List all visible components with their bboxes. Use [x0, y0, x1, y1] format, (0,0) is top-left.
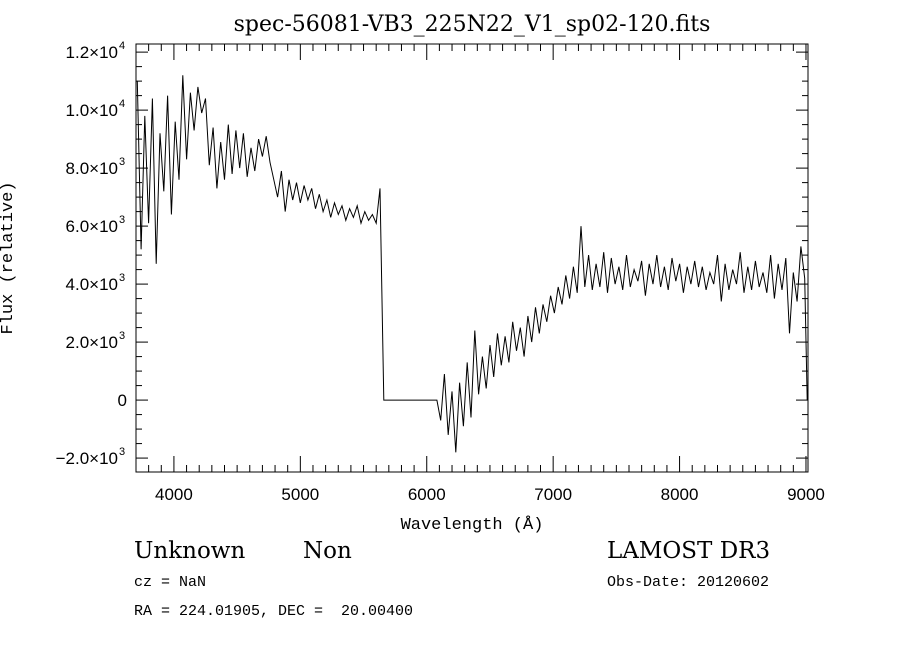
y-tick-exponent: 3 — [119, 156, 125, 168]
spectrum-line — [136, 75, 808, 453]
obs-date: Obs-Date: 20120602 — [607, 574, 770, 591]
plot-frame — [135, 43, 809, 473]
y-tick-label: 2.0×10 — [66, 333, 118, 352]
y-tick-labels: −2.0×10 302.0×10 34.0×10 36.0×10 38.0×10 31.0… — [56, 40, 127, 468]
y-tick-label: 6.0×10 — [66, 217, 118, 236]
y-tick-exponent: 3 — [119, 446, 125, 458]
object-class: Unknown — [134, 538, 246, 564]
redshift-cz: cz = NaN — [134, 574, 207, 591]
axis-ticks — [135, 44, 808, 472]
y-tick-label: 0 — [118, 391, 127, 410]
chart-title: spec-56081-VB3_225N22_V1_sp02-120.fits — [234, 12, 711, 37]
ra-dec-coords: RA = 224.01905, DEC = 20.00400 — [134, 603, 414, 620]
x-tick-label: 4000 — [155, 485, 193, 504]
y-tick-exponent: 3 — [119, 330, 125, 342]
y-tick-label: 1.2×10 — [66, 43, 118, 62]
y-axis-label: Flux (relative) — [0, 181, 18, 334]
x-tick-label: 7000 — [534, 485, 572, 504]
y-tick-label: 8.0×10 — [66, 159, 118, 178]
x-tick-label: 9000 — [787, 485, 825, 504]
x-tick-labels: 4000 5000 6000 7000 8000 9000 — [155, 485, 825, 504]
y-tick-label: 4.0×10 — [66, 275, 118, 294]
y-tick-label: 1.0×10 — [66, 101, 118, 120]
x-tick-label: 8000 — [661, 485, 699, 504]
y-tick-label: −2.0×10 — [56, 449, 118, 468]
y-tick-exponent: 4 — [119, 98, 125, 110]
x-tick-label: 6000 — [408, 485, 446, 504]
y-tick-exponent: 4 — [119, 40, 125, 52]
x-tick-label: 5000 — [281, 485, 319, 504]
x-axis-label: Wavelength (Å) — [401, 516, 544, 535]
y-tick-exponent: 3 — [119, 214, 125, 226]
survey-name: LAMOST DR3 — [607, 538, 771, 564]
object-subclass: Non — [303, 538, 352, 564]
y-tick-exponent: 3 — [119, 272, 125, 284]
